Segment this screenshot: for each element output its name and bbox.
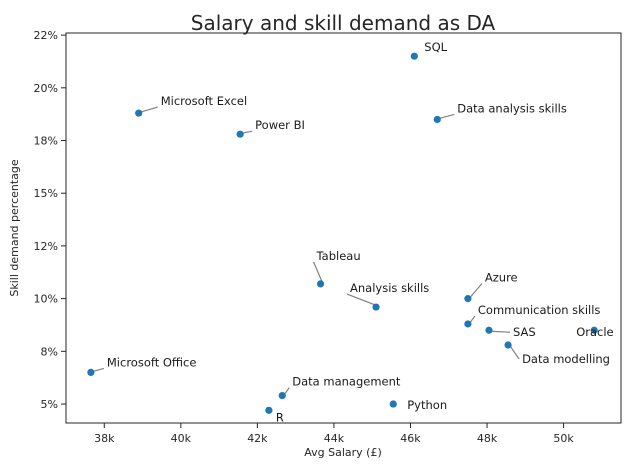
point-label: SQL (424, 40, 447, 54)
point-label: R (276, 410, 284, 424)
point-label: Oracle (576, 325, 613, 339)
point-label: Data modelling (522, 352, 610, 366)
data-point (504, 341, 512, 349)
data-point (236, 130, 244, 138)
chart-title: Salary and skill demand as DA (191, 11, 496, 35)
x-tick-label: 40k (171, 432, 192, 445)
leader-line (140, 106, 158, 113)
plot-frame (65, 32, 622, 424)
leader-line (346, 293, 379, 307)
leader-line (92, 367, 105, 372)
point-label: Data management (292, 375, 401, 389)
y-axis-label: Skill demand percentage (8, 159, 21, 297)
data-point (265, 406, 273, 414)
point-label: Microsoft Excel (161, 94, 247, 108)
x-axis-label: Avg Salary (£) (304, 446, 382, 459)
data-point (464, 320, 472, 328)
x-tick-label: 50k (553, 432, 574, 445)
data-point (278, 391, 286, 400)
point-label: Python (407, 398, 447, 412)
leader-line (439, 113, 455, 120)
data-point (316, 280, 325, 288)
data-point (590, 326, 598, 334)
data-point (389, 400, 397, 408)
x-tick-label: 48k (477, 432, 498, 445)
x-tick-label: 46k (400, 432, 421, 445)
leader-lines (92, 106, 520, 395)
x-axis: 38k 40k 42k 44k 46k 48k 50k (94, 423, 574, 445)
point-label: Microsoft Office (107, 355, 197, 369)
y-tick-label: 5% (41, 398, 58, 411)
y-tick-label: 8% (41, 345, 58, 358)
point-label: Azure (485, 271, 518, 285)
point-label: Data analysis skills (457, 101, 567, 115)
y-tick-label: 22% (34, 29, 58, 42)
y-tick-label: 15% (34, 187, 58, 200)
x-tick-label: 42k (247, 432, 268, 445)
leader-line (242, 130, 253, 134)
y-tick-label: 18% (34, 135, 58, 148)
point-labels: SQL Microsoft Excel Power BI Data analysis … (107, 40, 614, 424)
data-point (410, 52, 418, 60)
data-points (87, 52, 598, 414)
data-point (372, 303, 380, 311)
x-tick-label: 44k (324, 432, 345, 445)
y-tick-label: 10% (34, 293, 58, 306)
data-point (464, 295, 472, 303)
data-point (87, 368, 95, 377)
point-label: Tableau (316, 249, 361, 263)
y-tick-label: 20% (34, 82, 58, 95)
point-label: Power BI (255, 118, 305, 132)
data-point (485, 326, 493, 334)
data-point (433, 115, 441, 124)
x-tick-label: 38k (94, 432, 115, 445)
y-tick-label: 12% (34, 240, 58, 253)
point-label: SAS (513, 325, 536, 339)
leader-line (490, 330, 510, 333)
leader-line (312, 261, 324, 284)
leader-line (469, 283, 483, 299)
y-axis: 5% 8% 10% 12% 15% 18% 20% 22% (34, 29, 66, 411)
data-point (135, 109, 143, 117)
point-label: Communication skills (478, 303, 601, 317)
point-label: Analysis skills (350, 281, 429, 295)
leader-line (509, 345, 520, 360)
